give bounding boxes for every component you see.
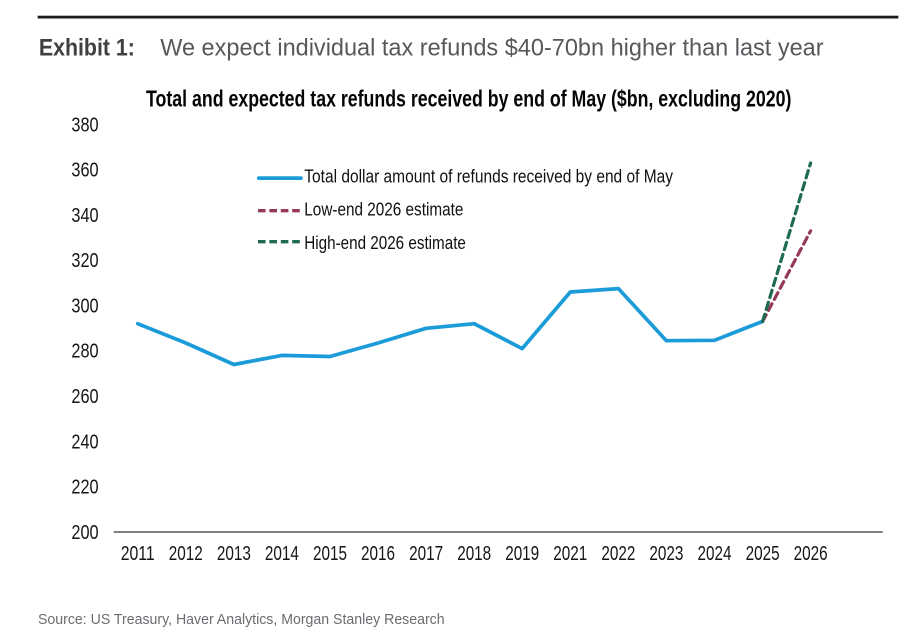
svg-text:340: 340 xyxy=(71,205,98,227)
svg-text:380: 380 xyxy=(71,114,98,136)
svg-text:360: 360 xyxy=(71,160,98,182)
svg-text:2015: 2015 xyxy=(313,543,347,565)
svg-text:2019: 2019 xyxy=(505,543,539,565)
svg-text:2022: 2022 xyxy=(601,543,635,565)
svg-text:280: 280 xyxy=(71,341,98,363)
svg-text:2011: 2011 xyxy=(121,543,155,565)
svg-text:240: 240 xyxy=(71,431,98,453)
svg-text:Source: US Treasury, Haver Ana: Source: US Treasury, Haver Analytics, Mo… xyxy=(38,611,445,628)
svg-text:High-end 2026 estimate: High-end 2026 estimate xyxy=(304,232,466,253)
svg-text:Exhibit 1:: Exhibit 1: xyxy=(39,35,135,62)
svg-text:2016: 2016 xyxy=(361,543,395,565)
svg-text:2026: 2026 xyxy=(794,543,828,565)
svg-text:2018: 2018 xyxy=(457,543,491,565)
svg-text:2012: 2012 xyxy=(169,543,203,565)
svg-text:260: 260 xyxy=(71,386,98,408)
svg-text:2014: 2014 xyxy=(265,543,299,565)
svg-text:Total dollar amount of refunds: Total dollar amount of refunds received … xyxy=(304,166,673,187)
svg-text:2017: 2017 xyxy=(409,543,443,565)
svg-text:300: 300 xyxy=(71,295,98,317)
svg-text:200: 200 xyxy=(71,522,98,544)
svg-text:320: 320 xyxy=(71,250,98,272)
svg-text:2024: 2024 xyxy=(698,543,732,565)
svg-text:We expect individual tax refun: We expect individual tax refunds $40-70b… xyxy=(160,35,823,62)
svg-text:2025: 2025 xyxy=(746,543,780,565)
svg-text:Total and expected tax refunds: Total and expected tax refunds received … xyxy=(146,86,791,112)
svg-text:2013: 2013 xyxy=(217,543,251,565)
svg-text:2023: 2023 xyxy=(649,543,683,565)
svg-text:220: 220 xyxy=(71,477,98,499)
svg-text:2021: 2021 xyxy=(553,543,587,565)
svg-text:Low-end 2026 estimate: Low-end 2026 estimate xyxy=(304,199,463,220)
